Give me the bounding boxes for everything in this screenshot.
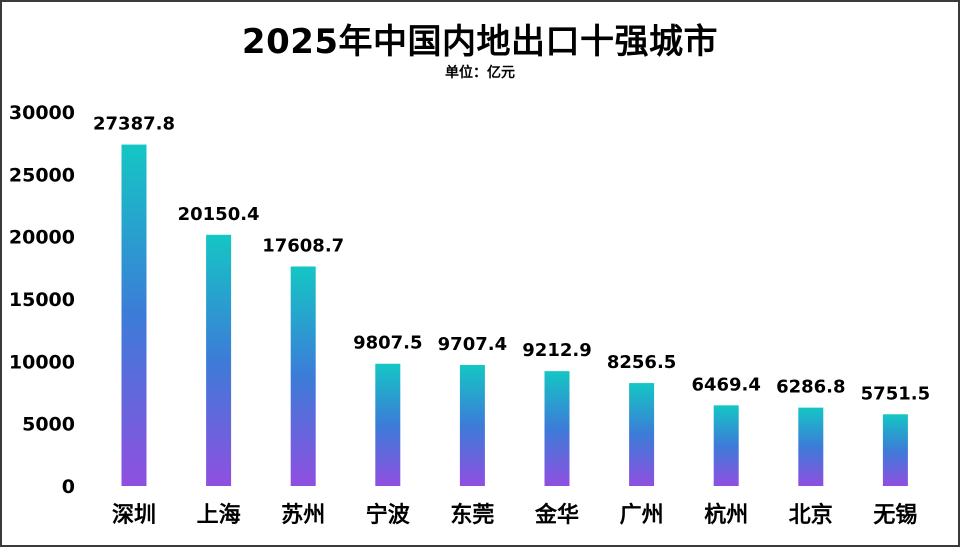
bar — [459, 364, 485, 486]
data-label: 6469.4 — [691, 374, 760, 395]
y-tick-label: 25000 — [9, 164, 75, 186]
data-label: 20150.4 — [178, 204, 260, 225]
bar — [882, 414, 908, 486]
data-label: 6286.8 — [776, 377, 845, 398]
chart-title: 2025年中国内地出口十强城市 — [241, 22, 719, 62]
data-label: 9707.4 — [438, 334, 507, 355]
x-tick-label: 杭州 — [704, 502, 748, 528]
bar — [290, 266, 316, 486]
x-tick-label: 金华 — [534, 502, 579, 528]
x-tick-label: 东莞 — [450, 502, 494, 528]
data-label: 9807.5 — [353, 333, 422, 354]
data-label: 27387.8 — [93, 114, 175, 135]
bar — [713, 405, 739, 486]
data-label: 17608.7 — [262, 235, 344, 256]
y-tick-label: 5000 — [22, 414, 75, 436]
bar — [121, 144, 147, 486]
y-tick-label: 10000 — [9, 351, 75, 373]
y-tick-label: 30000 — [9, 102, 75, 124]
bar — [375, 363, 401, 486]
data-label: 5751.5 — [861, 383, 930, 404]
x-axis: 深圳 上海 苏州 宁波 东莞 金华 广州 杭州 北京 无锡 — [112, 502, 917, 528]
bars — [121, 144, 908, 486]
x-tick-label: 无锡 — [873, 503, 917, 528]
bar — [798, 407, 824, 486]
x-tick-label: 北京 — [789, 502, 833, 528]
bar — [544, 371, 570, 486]
y-tick-label: 15000 — [9, 289, 75, 311]
bar — [206, 234, 232, 486]
x-tick-label: 深圳 — [112, 503, 156, 528]
x-tick-label: 上海 — [197, 502, 241, 528]
bar — [629, 383, 655, 486]
y-axis: 0 5000 10000 15000 20000 25000 30000 — [9, 102, 75, 498]
x-tick-label: 广州 — [620, 502, 664, 528]
x-tick-label: 宁波 — [366, 502, 411, 528]
chart-subtitle: 单位：亿元 — [445, 65, 515, 81]
data-label: 8256.5 — [607, 352, 676, 373]
y-tick-label: 0 — [62, 476, 75, 498]
x-tick-label: 苏州 — [281, 502, 325, 528]
y-tick-label: 20000 — [9, 227, 75, 249]
data-label: 9212.9 — [522, 340, 591, 361]
